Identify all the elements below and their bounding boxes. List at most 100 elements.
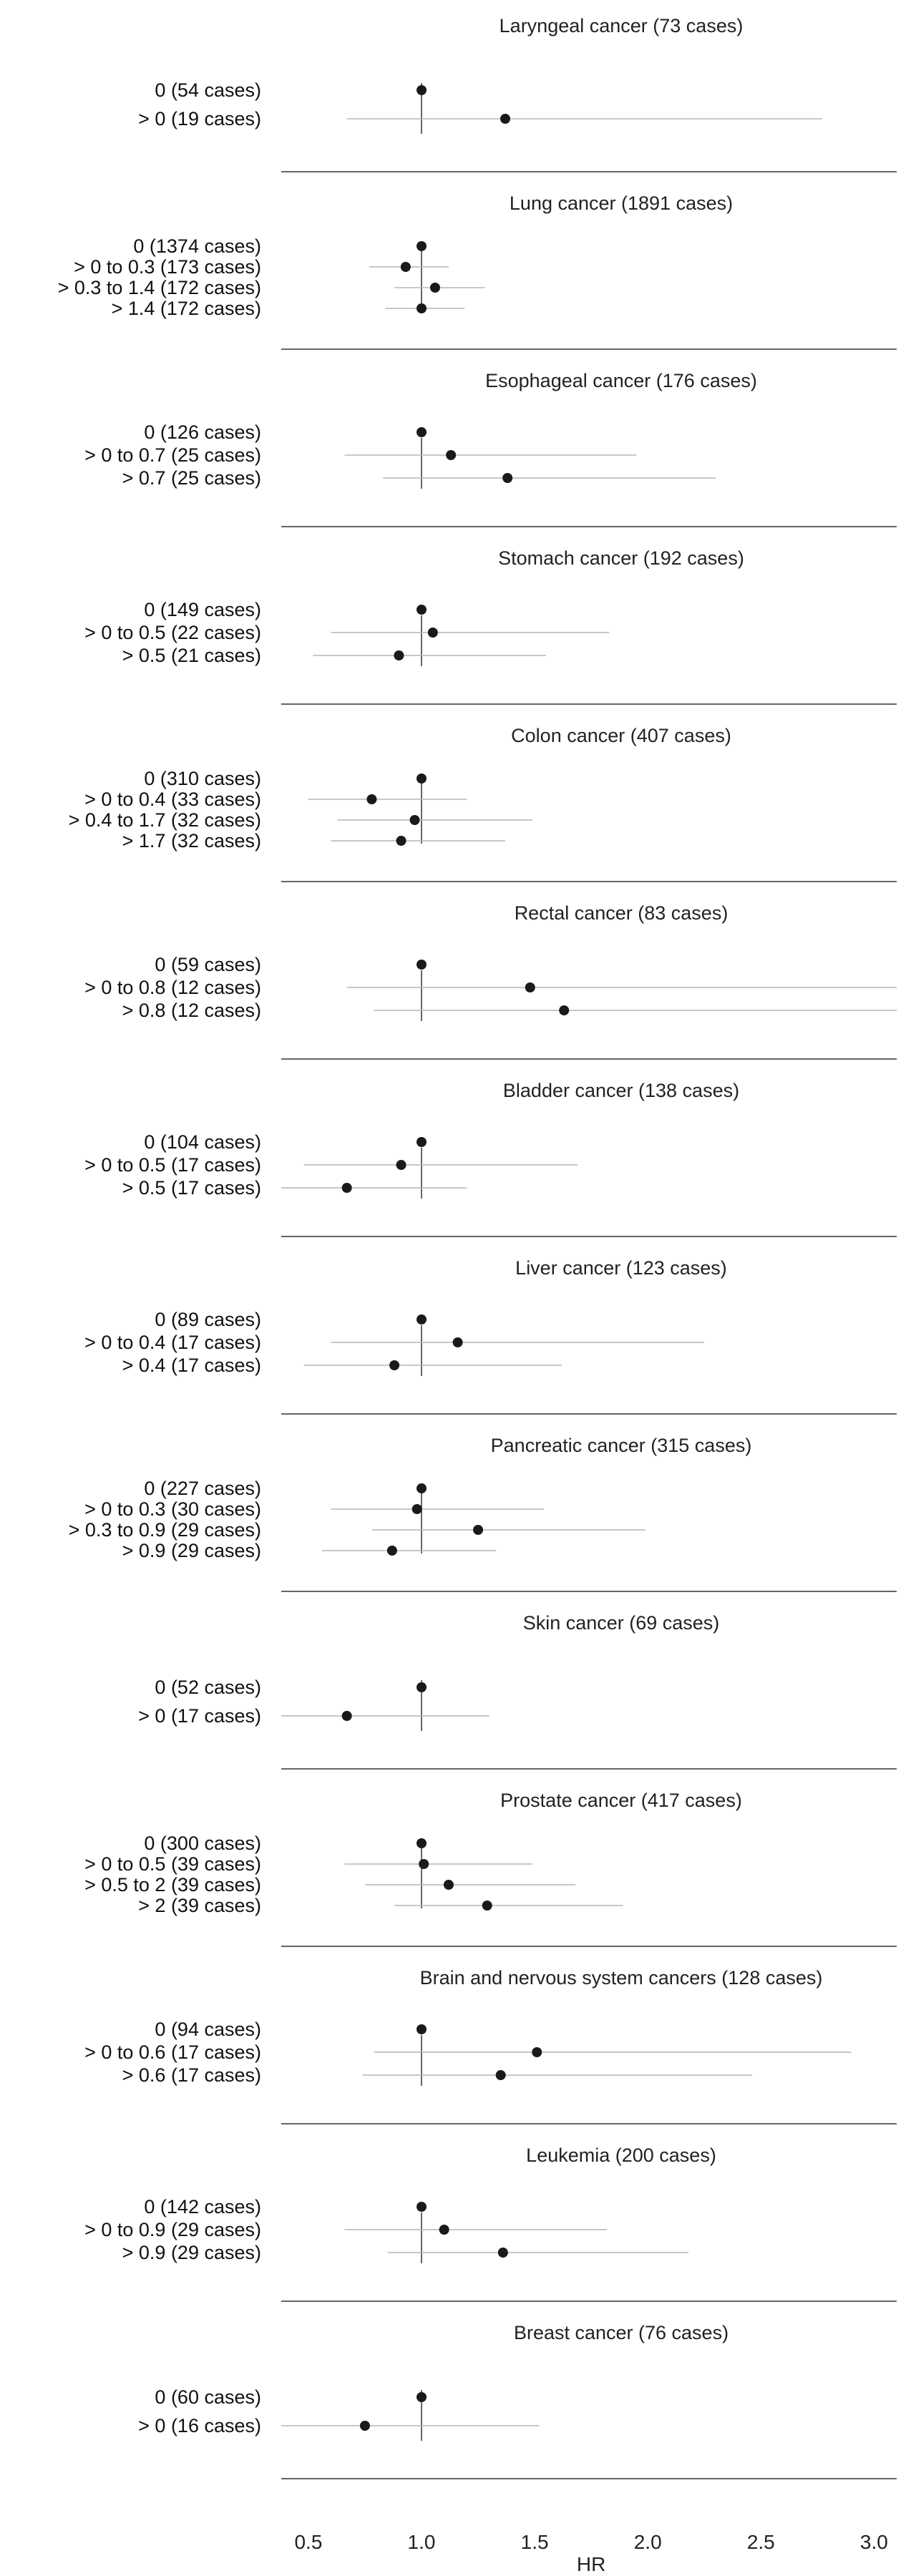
- hr-point: [532, 2047, 542, 2057]
- hr-point: [443, 1880, 454, 1890]
- panel-title: Esophageal cancer (176 cases): [485, 370, 757, 391]
- row-label: > 0.5 (17 cases): [122, 1177, 261, 1199]
- hr-point: [416, 241, 427, 251]
- hr-point: [341, 1183, 352, 1193]
- row-label: > 0.5 to 2 (39 cases): [84, 1874, 261, 1896]
- row-label: > 0.3 to 0.9 (29 cases): [69, 1519, 261, 1541]
- row-label: 0 (126 cases): [144, 421, 261, 443]
- row-label: > 1.7 (32 cases): [122, 830, 261, 852]
- hr-point: [427, 628, 438, 638]
- hr-point: [359, 2421, 370, 2431]
- hr-point: [495, 2070, 506, 2080]
- row-label: > 0 to 0.3 (173 cases): [74, 256, 261, 278]
- row-label: > 0 to 0.5 (39 cases): [84, 1853, 261, 1875]
- hr-point: [416, 1483, 427, 1493]
- hr-point: [416, 2202, 427, 2212]
- x-tick-label: 0.5: [294, 2531, 322, 2553]
- row-label: > 1.4 (172 cases): [112, 298, 261, 319]
- hr-point: [452, 1337, 463, 1347]
- hr-point: [400, 262, 411, 272]
- panel-title: Liver cancer (123 cases): [515, 1257, 727, 1279]
- row-label: 0 (300 cases): [144, 1833, 261, 1854]
- hr-point: [366, 794, 377, 804]
- panel-title: Lung cancer (1891 cases): [510, 192, 733, 214]
- x-tick-label: 2.0: [634, 2531, 662, 2553]
- hr-point: [416, 1137, 427, 1147]
- hr-point: [502, 473, 513, 483]
- row-label: > 0 to 0.4 (17 cases): [84, 1332, 261, 1353]
- row-label: 0 (54 cases): [155, 79, 261, 101]
- panel-title: Laryngeal cancer (73 cases): [500, 15, 744, 36]
- row-label: 0 (104 cases): [144, 1131, 261, 1153]
- row-label: > 0 to 0.8 (12 cases): [84, 977, 261, 998]
- hr-point: [446, 450, 457, 460]
- panel-title: Breast cancer (76 cases): [514, 2322, 729, 2343]
- hr-point: [416, 774, 427, 784]
- hr-point: [416, 1314, 427, 1324]
- hr-point: [525, 982, 535, 992]
- row-label: 0 (142 cases): [144, 2196, 261, 2218]
- row-label: > 0.3 to 1.4 (172 cases): [58, 277, 261, 298]
- row-label: > 0 to 0.3 (30 cases): [84, 1498, 261, 1520]
- row-label: 0 (149 cases): [144, 599, 261, 620]
- row-label: > 0.6 (17 cases): [122, 2064, 261, 2086]
- row-label: 0 (94 cases): [155, 2019, 261, 2040]
- hr-point: [416, 2024, 427, 2034]
- hr-point: [416, 1838, 427, 1848]
- row-label: > 0.4 to 1.7 (32 cases): [69, 809, 261, 831]
- row-label: 0 (60 cases): [155, 2386, 261, 2408]
- row-label: 0 (52 cases): [155, 1677, 261, 1698]
- row-label: > 0.9 (29 cases): [122, 1540, 261, 1561]
- row-label: > 0 to 0.4 (33 cases): [84, 789, 261, 810]
- row-label: > 0 to 0.5 (22 cases): [84, 622, 261, 643]
- hr-point: [416, 605, 427, 615]
- x-tick-label: 1.5: [521, 2531, 549, 2553]
- panel-title: Leukemia (200 cases): [526, 2145, 716, 2166]
- row-label: 0 (227 cases): [144, 1478, 261, 1499]
- x-tick-label: 1.0: [408, 2531, 436, 2553]
- row-label: > 0.8 (12 cases): [122, 1000, 261, 1021]
- row-label: 0 (89 cases): [155, 1309, 261, 1330]
- panel-title: Colon cancer (407 cases): [511, 725, 731, 746]
- row-label: > 0.5 (21 cases): [122, 645, 261, 666]
- row-label: 0 (310 cases): [144, 768, 261, 789]
- row-label: 0 (59 cases): [155, 954, 261, 975]
- hr-point: [473, 1525, 484, 1535]
- hr-point: [396, 836, 406, 846]
- row-label: > 2 (39 cases): [138, 1895, 261, 1916]
- hr-point: [416, 85, 427, 95]
- row-label: > 0 to 0.5 (17 cases): [84, 1154, 261, 1176]
- row-label: > 0 to 0.9 (29 cases): [84, 2219, 261, 2240]
- hr-point: [482, 1901, 492, 1911]
- hr-point: [419, 1859, 429, 1869]
- row-label: > 0 to 0.6 (17 cases): [84, 2041, 261, 2063]
- x-axis-title: HR: [577, 2553, 605, 2575]
- hr-point: [416, 960, 427, 970]
- hr-point: [500, 114, 511, 124]
- panel-title: Stomach cancer (192 cases): [498, 547, 744, 569]
- hr-point: [396, 1160, 406, 1170]
- hr-point: [439, 2225, 449, 2235]
- hr-point: [411, 1504, 422, 1514]
- panel-title: Skin cancer (69 cases): [523, 1612, 720, 1634]
- panel-title: Brain and nervous system cancers (128 ca…: [420, 1967, 823, 1989]
- row-label: > 0 (17 cases): [138, 1705, 261, 1727]
- panel-title: Pancreatic cancer (315 cases): [491, 1435, 752, 1456]
- hr-point: [416, 2392, 427, 2402]
- x-tick-label: 3.0: [860, 2531, 888, 2553]
- row-label: > 0.9 (29 cases): [122, 2242, 261, 2263]
- row-label: > 0.7 (25 cases): [122, 467, 261, 489]
- row-label: > 0 (16 cases): [138, 2415, 261, 2436]
- hr-point: [497, 2248, 508, 2258]
- hr-point: [341, 1711, 352, 1721]
- hr-point: [559, 1005, 570, 1015]
- hr-point: [416, 1682, 427, 1692]
- hr-point: [416, 303, 427, 313]
- row-label: > 0.4 (17 cases): [122, 1355, 261, 1376]
- panel-title: Bladder cancer (138 cases): [503, 1080, 739, 1101]
- hr-point: [386, 1546, 397, 1556]
- panel-title: Rectal cancer (83 cases): [515, 902, 729, 924]
- hr-point: [409, 815, 420, 825]
- row-label: > 0 (19 cases): [138, 108, 261, 130]
- row-label: 0 (1374 cases): [133, 235, 261, 257]
